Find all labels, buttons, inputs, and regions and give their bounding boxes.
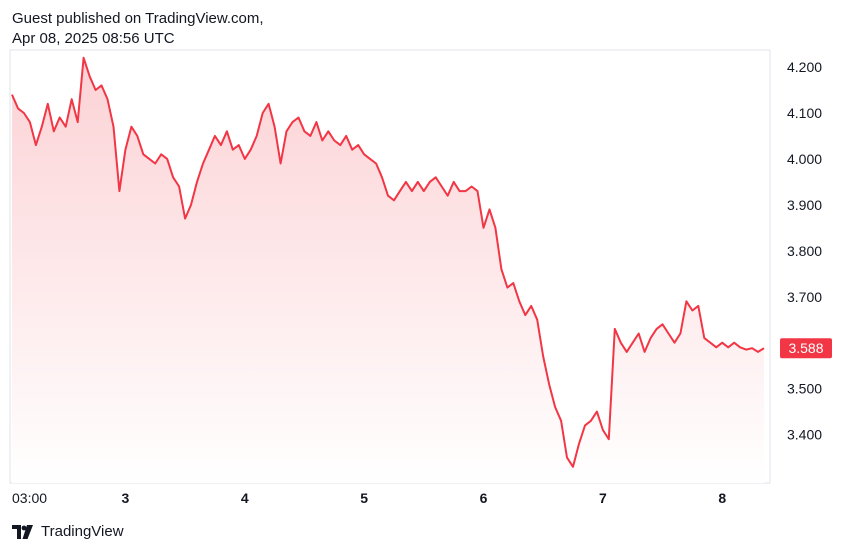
y-axis-ticks: 4.200 4.100 4.000 3.900 3.800 3.700 3.500 3.400 [787, 59, 822, 443]
tradingview-logo-icon [12, 524, 33, 539]
x-axis-ticks: 03:00 3 4 5 6 7 8 [12, 490, 726, 506]
y-tick-label: 3.700 [787, 289, 822, 305]
y-tick-label: 3.400 [787, 427, 822, 443]
x-tick-label: 8 [718, 490, 726, 506]
x-tick-label: 7 [599, 490, 607, 506]
last-price-badge-bg [780, 338, 832, 359]
y-tick-label: 4.100 [787, 105, 822, 121]
y-tick-label: 3.800 [787, 243, 822, 259]
publisher-text: Guest published on TradingView.com, [12, 10, 264, 27]
last-price-badge: 3.588 [780, 338, 832, 359]
x-tick-label: 5 [360, 490, 368, 506]
y-tick-label: 3.500 [787, 381, 822, 397]
publish-timestamp: Apr 08, 2025 08:56 UTC [12, 30, 175, 47]
y-tick-label: 3.900 [787, 197, 822, 213]
price-area-fill [12, 57, 764, 484]
y-tick-label: 4.200 [787, 59, 822, 75]
footer-brand[interactable]: TradingView [12, 523, 124, 540]
publication-header: Guest published on TradingView.com, Apr … [12, 9, 264, 49]
y-tick-label: 4.000 [787, 151, 822, 167]
x-tick-label: 3 [122, 490, 130, 506]
x-tick-label: 6 [480, 490, 488, 506]
brand-name: TradingView [41, 523, 124, 540]
price-line [11, 56, 765, 468]
last-price-label: 3.588 [788, 340, 823, 356]
x-tick-label: 03:00 [12, 490, 47, 506]
x-tick-label: 4 [241, 490, 249, 506]
